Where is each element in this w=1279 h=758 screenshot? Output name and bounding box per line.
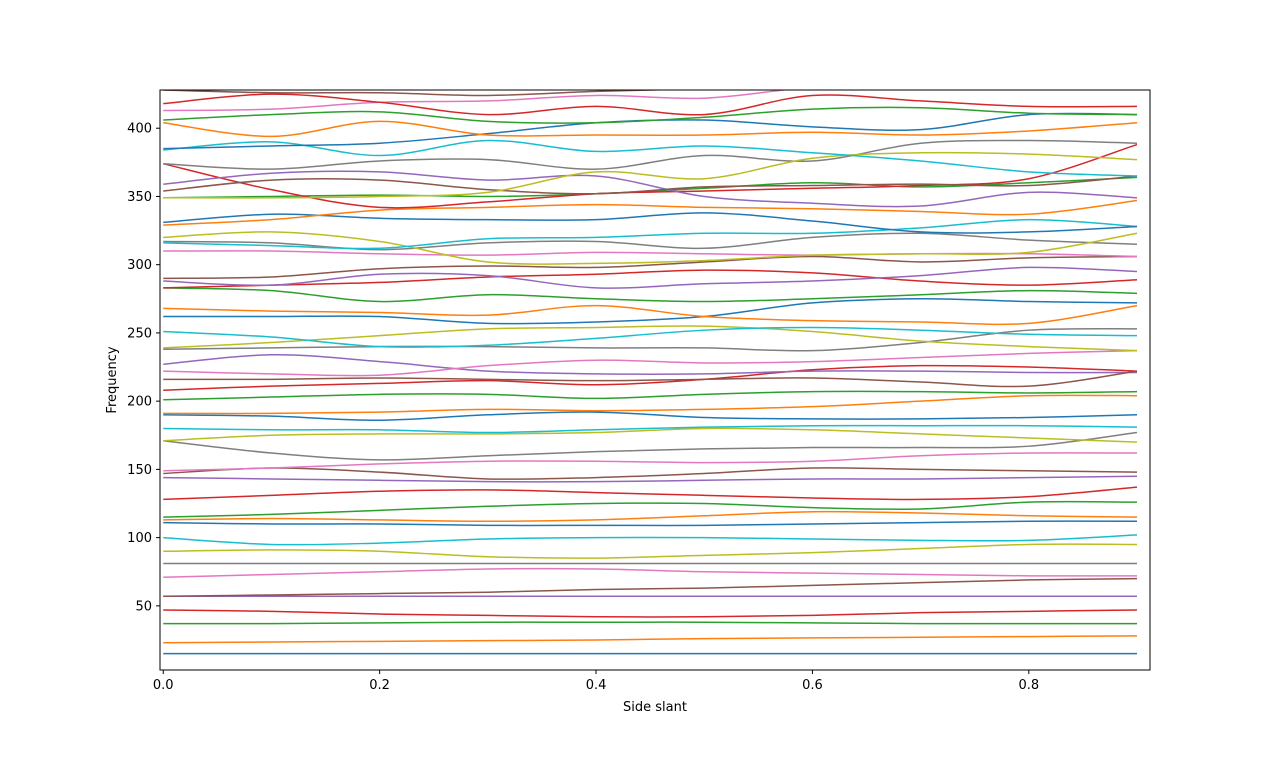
series-line xyxy=(163,212,1138,234)
series-line xyxy=(163,467,1138,480)
series-line xyxy=(163,218,1138,250)
series-line xyxy=(163,327,1138,352)
x-tick-label: 0.6 xyxy=(802,678,823,693)
series-line xyxy=(163,394,1138,415)
series-line xyxy=(163,143,1138,209)
series-line xyxy=(163,93,1138,116)
series-line xyxy=(163,520,1138,527)
series-line xyxy=(163,255,1138,280)
series-line xyxy=(163,635,1138,644)
series-line xyxy=(163,139,1138,170)
series-line xyxy=(163,175,1138,195)
series-line xyxy=(163,106,1138,124)
series-line xyxy=(163,424,1138,434)
series-line xyxy=(163,577,1138,598)
series-line xyxy=(163,621,1138,625)
series-line xyxy=(163,232,1138,251)
y-tick-label: 400 xyxy=(127,122,152,137)
series-line xyxy=(163,452,1138,472)
series-line xyxy=(163,176,1138,199)
series-line xyxy=(163,364,1138,391)
series-line xyxy=(163,90,791,112)
series-line xyxy=(163,139,1138,177)
y-tick-label: 250 xyxy=(127,326,152,341)
x-tick-label: 0.4 xyxy=(586,678,607,693)
series-line xyxy=(163,431,1138,461)
series-line xyxy=(163,534,1138,546)
y-axis-label: Frequency xyxy=(105,346,120,413)
series-line xyxy=(163,427,1138,443)
series-line xyxy=(163,269,1138,289)
series-line xyxy=(163,199,1138,226)
series-line xyxy=(163,151,1138,199)
series-line xyxy=(163,170,1138,208)
y-tick-label: 100 xyxy=(127,531,152,546)
series-line xyxy=(163,486,1138,501)
series-line xyxy=(163,112,1138,150)
y-tick-label: 200 xyxy=(127,395,152,410)
series-line xyxy=(163,510,1138,522)
series-line xyxy=(163,325,1138,352)
series-line xyxy=(163,266,1138,289)
y-tick-label: 150 xyxy=(127,463,152,478)
series-line xyxy=(163,287,1138,303)
series-line xyxy=(163,475,1138,483)
series-line xyxy=(163,304,1138,326)
series-line xyxy=(163,353,1138,375)
x-tick-label: 0.0 xyxy=(153,678,174,693)
series-line xyxy=(163,231,1138,265)
series-line xyxy=(163,90,675,97)
x-tick-label: 0.2 xyxy=(369,678,390,693)
series-line xyxy=(163,298,1138,325)
axes-frame xyxy=(159,89,1151,671)
y-tick-label: 350 xyxy=(127,190,152,205)
y-tick-label: 50 xyxy=(135,599,152,614)
series-line xyxy=(163,349,1138,377)
series-line xyxy=(163,120,1138,138)
series-line xyxy=(163,500,1138,518)
series-line xyxy=(163,543,1138,559)
series-line xyxy=(163,390,1138,401)
series-line xyxy=(163,370,1138,388)
series-line xyxy=(163,567,1138,578)
series-line xyxy=(163,411,1138,422)
series-line xyxy=(163,326,1138,348)
y-tick-label: 300 xyxy=(127,258,152,273)
series-line xyxy=(163,609,1138,618)
x-axis-label: Side slant xyxy=(623,700,687,715)
plot-area xyxy=(163,90,1138,655)
x-tick-label: 0.8 xyxy=(1018,678,1039,693)
